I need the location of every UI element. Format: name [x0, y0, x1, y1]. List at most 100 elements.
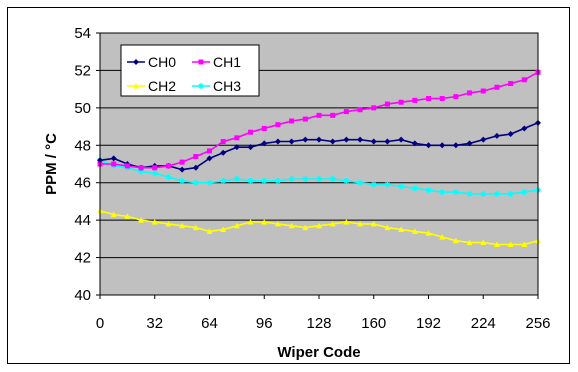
data-point: [179, 177, 186, 184]
data-point: [357, 179, 364, 186]
data-point: [384, 138, 391, 145]
data-point: [343, 109, 349, 115]
x-tick-label: 96: [256, 315, 273, 332]
series-ch3: [97, 157, 541, 197]
data-point: [289, 118, 295, 124]
data-point: [206, 228, 213, 234]
legend-entry-ch2: CH2: [127, 78, 176, 94]
data-point: [233, 175, 240, 182]
data-point: [179, 159, 185, 165]
data-point: [357, 107, 363, 113]
data-point: [220, 149, 227, 156]
data-point: [452, 189, 459, 196]
y-tick-label: 54: [74, 25, 91, 42]
data-point: [493, 132, 500, 139]
legend-swatch-marker: [133, 83, 139, 89]
data-point: [412, 97, 418, 103]
data-point: [329, 220, 336, 227]
data-point: [124, 213, 131, 219]
data-point: [453, 94, 459, 100]
data-point: [302, 116, 308, 122]
data-point: [357, 220, 364, 227]
x-tick-label: 32: [146, 315, 163, 332]
data-point: [288, 222, 295, 229]
data-point: [521, 241, 528, 247]
data-point: [521, 189, 528, 196]
data-point: [452, 237, 459, 244]
legend-label: CH1: [213, 54, 241, 70]
data-point: [439, 142, 446, 149]
legend-label: CH0: [148, 54, 176, 70]
legend-entry-ch0: CH0: [127, 54, 176, 70]
data-point: [207, 148, 212, 154]
data-point: [165, 163, 171, 169]
data-point: [439, 189, 446, 196]
legend-swatch-marker: [198, 59, 204, 65]
legend-label: CH3: [213, 78, 241, 94]
x-tick-labels: 0 32 64 96 128 160 192 224 256: [96, 295, 551, 332]
y-tick-label: 40: [74, 287, 91, 304]
data-point: [370, 220, 377, 227]
data-point: [110, 155, 117, 162]
y-tick-label: 52: [74, 62, 91, 79]
data-point: [426, 96, 431, 101]
data-point: [274, 138, 281, 145]
data-point: [316, 136, 322, 143]
y-tick-label: 48: [74, 137, 91, 154]
data-point: [261, 219, 268, 225]
y-tick-label: 50: [74, 100, 91, 117]
data-point: [233, 222, 240, 229]
data-point: [274, 177, 281, 184]
data-point: [411, 185, 418, 192]
data-point: [398, 136, 405, 143]
y-tick-label: 46: [74, 175, 91, 192]
data-point: [384, 101, 390, 107]
data-point: [110, 211, 117, 218]
data-point: [384, 181, 391, 188]
data-point: [521, 125, 528, 132]
data-point: [179, 222, 186, 229]
data-point: [302, 224, 309, 231]
legend-label: CH2: [148, 78, 176, 94]
x-tick-label: 224: [471, 315, 496, 332]
data-point: [507, 190, 514, 197]
data-point: [316, 112, 322, 118]
data-point: [288, 138, 295, 145]
data-point: [248, 129, 254, 135]
data-point: [288, 175, 295, 182]
data-point: [138, 217, 145, 223]
data-point: [111, 161, 117, 167]
data-point: [439, 233, 446, 240]
data-point: [179, 166, 186, 173]
data-point: [398, 226, 405, 232]
x-axis-title: Wiper Code: [277, 344, 360, 361]
data-point: [398, 183, 405, 190]
x-tick-label: 160: [361, 315, 386, 332]
data-point: [152, 165, 158, 171]
x-tick-label: 0: [96, 315, 104, 332]
data-point: [425, 230, 432, 236]
data-point: [480, 239, 487, 246]
data-point: [329, 175, 336, 182]
data-point: [206, 155, 213, 162]
data-point: [138, 165, 144, 171]
legend-box: [120, 44, 260, 97]
data-point: [193, 154, 199, 160]
data-point: [480, 136, 487, 143]
series-ch2: [97, 207, 541, 247]
data-point: [480, 190, 487, 197]
data-point: [192, 179, 199, 186]
series-ch1: [97, 69, 541, 171]
x-tick-label: 192: [416, 315, 441, 332]
data-point: [233, 144, 240, 151]
data-point: [329, 138, 336, 145]
data-point: [302, 136, 309, 143]
legend-entry-ch1: CH1: [192, 54, 241, 70]
data-point: [411, 140, 418, 147]
data-point: [507, 241, 514, 247]
legend-swatch-marker: [133, 59, 139, 65]
data-point: [220, 139, 226, 145]
data-point: [302, 175, 309, 182]
y-tick-labels: 40 42 44 46 48 50 52 54: [74, 25, 100, 304]
